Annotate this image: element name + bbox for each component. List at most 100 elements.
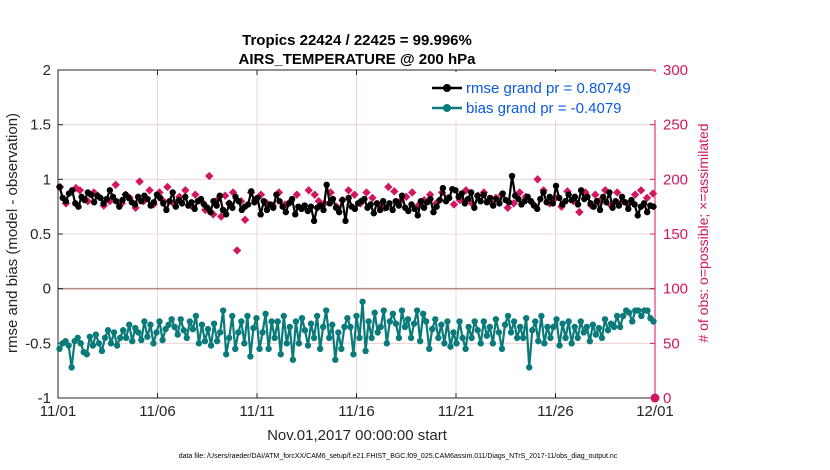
rmse-point <box>310 217 318 225</box>
rmse-point <box>182 193 189 201</box>
bias-point <box>532 318 539 325</box>
rmse-point <box>56 183 63 191</box>
bias-point <box>386 318 394 325</box>
bias-point <box>110 329 118 336</box>
obs-point <box>304 186 313 195</box>
rmse-point <box>81 196 88 204</box>
rmse-point <box>555 194 563 202</box>
rmse-point <box>307 203 315 210</box>
rmse-point <box>188 199 195 206</box>
x-tick-label: 11/06 <box>139 403 175 420</box>
bias-point <box>332 356 339 363</box>
bias-point <box>135 329 142 336</box>
rmse-point <box>625 205 632 213</box>
rmse-point <box>427 195 434 203</box>
bias-point <box>644 307 651 314</box>
bias-point <box>629 318 636 325</box>
bias-point <box>650 318 657 325</box>
bias-point <box>435 334 442 342</box>
obs-point <box>642 193 652 203</box>
bias-point <box>507 329 515 336</box>
bias-point <box>159 336 166 344</box>
rmse-point <box>244 201 252 208</box>
rmse-point <box>178 200 186 207</box>
rmse-point <box>235 198 242 205</box>
rmse-point <box>599 193 607 201</box>
bias-point <box>595 324 603 332</box>
rmse-point <box>389 206 396 214</box>
rmse-point <box>508 172 516 180</box>
x-tick-label: 11/11 <box>239 403 274 420</box>
rmse-point <box>68 187 76 194</box>
bias-point <box>574 334 581 342</box>
rmse-point <box>414 212 421 219</box>
bias-point <box>541 340 548 347</box>
bias-point <box>516 323 524 331</box>
bias-point <box>253 314 260 322</box>
obs-point <box>563 187 572 196</box>
rmse-point <box>615 202 623 209</box>
y-right-tick-label: 300 <box>663 62 688 79</box>
x-axis-label: Nov.01,2017 00:00:00 start <box>267 427 448 444</box>
bias-point <box>341 323 348 331</box>
rmse-point <box>571 193 579 201</box>
rmse-point <box>172 203 180 210</box>
bias-point <box>444 318 451 325</box>
rmse-point <box>62 198 70 205</box>
rmse-series <box>56 172 657 225</box>
bias-point <box>401 323 409 331</box>
rmse-point <box>540 189 547 196</box>
rmse-point <box>106 187 114 194</box>
bias-point <box>277 351 284 358</box>
bias-point <box>471 318 478 325</box>
bias-point <box>353 312 360 320</box>
bias-point <box>92 331 100 338</box>
bias-point <box>492 316 500 323</box>
bias-point <box>565 318 572 325</box>
data-file-footnote: data file: /Users/raeder/DAI/ATM_forcXX/… <box>179 453 618 460</box>
bias-point <box>322 307 330 314</box>
bias-point <box>568 340 575 347</box>
obs-point <box>191 190 200 199</box>
bias-point <box>198 321 206 328</box>
bias-point <box>183 334 190 342</box>
y-tick-label: 2 <box>43 62 51 79</box>
bias-point <box>486 323 494 331</box>
bias-point <box>550 323 557 331</box>
rmse-point <box>584 193 591 201</box>
obs-point <box>135 177 144 186</box>
rmse-point <box>342 217 349 225</box>
bias-point <box>244 312 251 320</box>
bias-point <box>501 321 509 328</box>
legend-rmse-swatch-marker <box>443 84 451 92</box>
bias-point <box>547 334 554 342</box>
rmse-point <box>621 199 629 206</box>
rmse-point <box>97 194 104 202</box>
y-axis-right: 0 50 100 150 200 250 300 <box>650 62 688 407</box>
rmse-point <box>417 198 425 205</box>
bias-point <box>235 329 242 336</box>
bias-point <box>310 334 318 342</box>
legend-bias-label: bias grand pr = -0.4079 <box>466 100 622 117</box>
bias-point <box>335 329 342 336</box>
rmse-point <box>207 208 214 216</box>
rmse-point <box>398 192 406 199</box>
bias-point <box>86 333 94 340</box>
bias-point <box>489 340 497 347</box>
rmse-point <box>87 191 95 198</box>
legend: rmse grand pr = 0.80749 bias grand pr = … <box>428 72 658 120</box>
y-right-tick-label: 0 <box>663 390 671 407</box>
obs-point <box>648 189 658 198</box>
bias-point <box>122 334 130 342</box>
rmse-point <box>248 188 255 195</box>
bias-point <box>95 340 103 347</box>
obs-point <box>181 186 190 195</box>
obs-origin-marker <box>650 393 660 403</box>
bias-point <box>232 345 239 352</box>
bias-point <box>389 310 397 318</box>
bias-point <box>241 340 248 347</box>
rmse-point <box>361 195 368 203</box>
bias-point <box>262 310 269 318</box>
obs-point <box>413 201 423 210</box>
bias-point <box>216 329 224 336</box>
